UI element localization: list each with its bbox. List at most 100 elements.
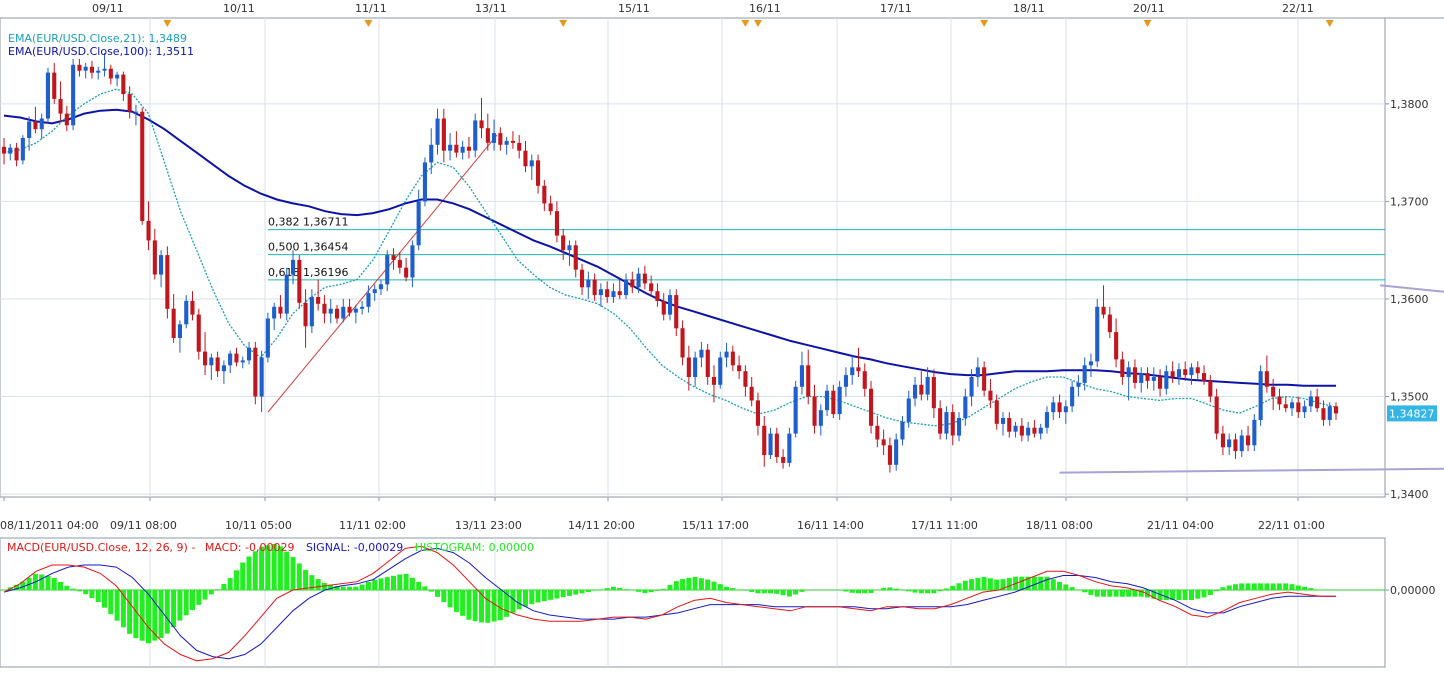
candle-body [473,120,478,151]
histogram-bar [585,590,591,592]
candle-body [203,351,208,366]
histogram-bar [259,546,265,591]
candle-body [843,375,848,387]
macd-legend-title: MACD(EUR/USD.Close, 12, 26, 9) - [7,541,195,554]
candle-body [762,425,767,456]
price-candles [2,53,1339,473]
candle-body [561,235,566,251]
candle-body [115,74,120,79]
candle-body [913,384,918,399]
histogram-bar [252,551,258,591]
candle-body [624,279,629,296]
candle-body [567,245,572,251]
histogram-bar [1031,576,1037,590]
session-marker [741,20,750,27]
histogram-bar [227,578,233,590]
price-legend: EMA(EUR/USD.Close,21): 1,3489 EMA(EUR/US… [8,32,194,58]
fibonacci-levels: 0,382 1,36711 0,500 1,36454 0,618 1,36196 [267,134,1385,413]
histogram-bar [981,577,987,591]
candle-body [630,279,635,288]
histogram-bar [221,584,227,590]
histogram-bar [510,590,516,613]
candle-body [755,400,760,426]
histogram-bar [906,590,912,592]
candle-body [938,408,943,434]
histogram-bar [516,590,522,610]
histogram-bar [629,590,635,591]
histogram-bar [303,569,309,590]
candle-body [862,371,867,389]
price-pane-frame [0,17,1386,498]
candle-body [184,300,189,325]
histogram-bar [1239,583,1245,591]
candle-body [1208,380,1213,397]
histogram-bar [1258,583,1264,591]
candle-body [818,410,823,426]
histogram-bar [1094,590,1100,597]
histogram-bar [441,590,447,603]
ema21-legend: EMA(EUR/USD.Close,21): 1,3489 [8,32,187,45]
histogram-bar [215,589,221,590]
time-axis-label: 10/11 05:00 [225,519,292,532]
candle-body [58,99,63,114]
histogram-bar [1151,590,1157,599]
candle-body [724,351,729,358]
histogram-bar [1119,590,1125,597]
candle-body [661,300,666,315]
candle-body [925,377,930,395]
histogram-bar [579,590,585,594]
histogram-bar [893,588,899,591]
histogram-bar [403,573,409,590]
histogram-bar [874,590,880,591]
candle-body [328,308,333,314]
candle-body [64,113,69,126]
histogram-bar [1088,590,1094,595]
candle-body [831,390,836,415]
candle-body [611,291,616,298]
histogram-bar [435,590,440,597]
candle-body [887,445,892,465]
histogram-bar [950,585,956,590]
candle-body [1132,367,1137,383]
candle-body [554,211,559,236]
histogram-bar [64,585,70,590]
candle-body [1214,396,1219,434]
candle-body [894,439,899,465]
histogram-bar [1107,590,1113,597]
candle-body [711,377,716,385]
candle-body [159,255,164,275]
histogram-bar [1057,581,1062,591]
session-marker [364,20,373,27]
histogram-bar [969,579,975,591]
signal-legend-value: SIGNAL: -0,00029 [306,541,403,554]
histogram-bar [1000,579,1006,590]
histogram-bar [843,590,849,592]
candle-body [234,353,239,363]
candle-body [931,377,936,409]
candle-body [297,259,302,303]
candle-body [253,347,258,397]
histogram-bar [856,590,861,594]
histogram-bar [755,590,761,594]
candle-body [523,150,528,167]
histogram-bar [1207,590,1213,595]
histogram-bar [384,577,390,590]
candle-body [52,72,57,99]
candle-body [730,351,735,366]
candle-body [825,390,830,411]
histogram-bar [1063,584,1069,591]
histogram-bar [925,590,931,594]
histogram-bar [208,590,214,595]
histogram-bar [749,590,755,592]
histogram-bar [724,586,729,591]
histogram-bar [1189,590,1194,600]
candle-body [1057,402,1062,413]
histogram-bar [315,579,321,590]
histogram-bar [1025,576,1031,590]
histogram-bar [1195,590,1201,599]
histogram-bar [560,590,566,598]
histogram-bar [108,590,114,615]
candle-body [573,245,578,270]
candle-body [642,273,647,284]
candle-body [454,144,459,153]
